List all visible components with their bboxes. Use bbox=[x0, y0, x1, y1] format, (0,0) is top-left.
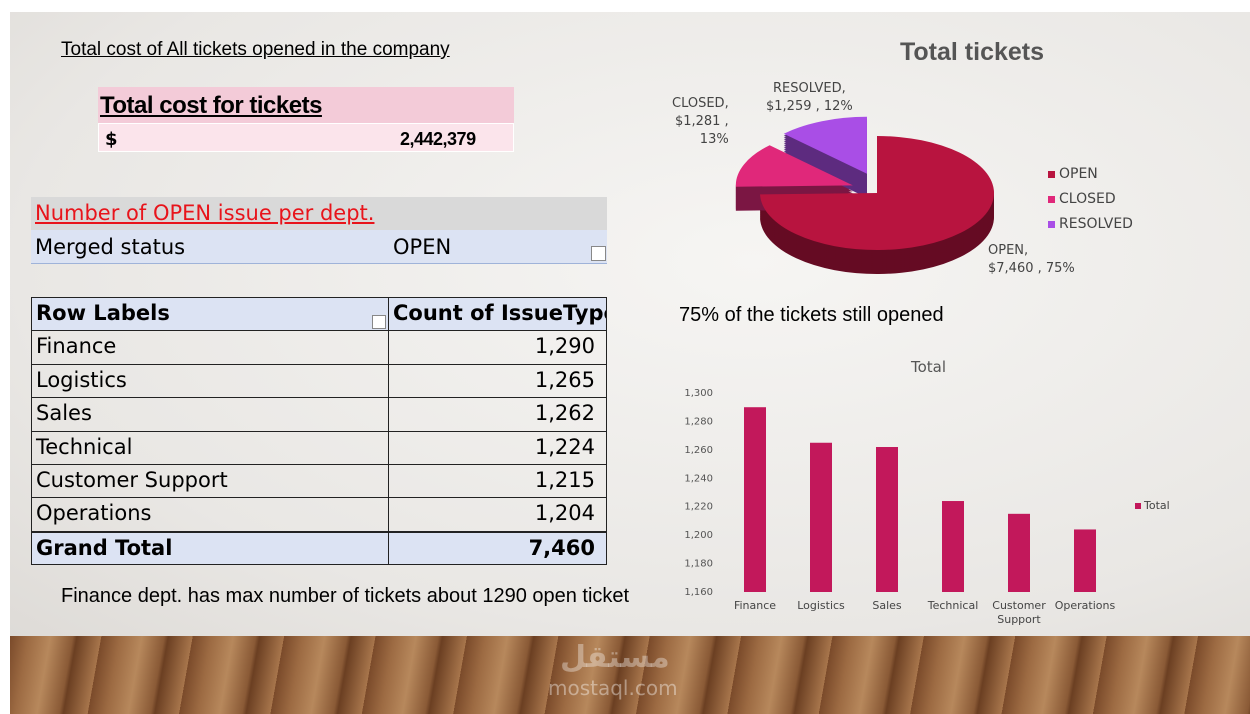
legend-swatch bbox=[1135, 503, 1141, 509]
filter-title-bg bbox=[31, 197, 607, 230]
x-tick-label: Sales bbox=[872, 599, 902, 612]
filter-title: Number of OPEN issue per dept. bbox=[35, 201, 375, 225]
table-cell: Grand Total bbox=[31, 530, 389, 566]
y-tick-label: 1,280 bbox=[684, 416, 713, 427]
filter-button[interactable] bbox=[591, 246, 606, 261]
filter-row-bg bbox=[31, 230, 607, 264]
data-label: CLOSED, $1,281 , 13% bbox=[672, 96, 729, 147]
y-tick-label: 1,180 bbox=[684, 559, 713, 570]
bar bbox=[1074, 529, 1096, 592]
table-cell: Finance bbox=[31, 330, 389, 365]
filter-value: OPEN bbox=[393, 235, 452, 259]
table-cell: Count of IssueType bbox=[388, 297, 607, 332]
y-tick-label: 1,260 bbox=[684, 445, 713, 456]
table-cell: 1,204 bbox=[388, 497, 607, 532]
bar bbox=[1008, 513, 1030, 592]
chart-title: Total bbox=[911, 358, 947, 376]
cost-row-bg bbox=[98, 123, 514, 152]
cost-header-bg bbox=[98, 87, 514, 123]
legend-label: OPEN bbox=[1059, 166, 1098, 182]
data-label: RESOLVED, $1,259 , 12% bbox=[766, 81, 853, 114]
legend-label: Total bbox=[1144, 499, 1170, 512]
watermark: mostaql.com bbox=[548, 676, 678, 700]
legend-swatch bbox=[1048, 221, 1055, 228]
bar bbox=[942, 501, 964, 592]
y-tick-label: 1,200 bbox=[684, 530, 713, 541]
table-cell: 1,262 bbox=[388, 397, 607, 432]
x-tick-label: Finance bbox=[733, 599, 777, 612]
chart-title: Total tickets bbox=[900, 38, 1045, 66]
pie-slice bbox=[735, 145, 853, 187]
table-cell: Operations bbox=[31, 497, 389, 532]
note: 75% of the tickets still opened bbox=[679, 304, 944, 326]
cost-amount: 2,442,379 bbox=[400, 129, 476, 149]
table-cell: 1,290 bbox=[388, 330, 607, 365]
table-cell: Customer Support bbox=[31, 464, 389, 499]
pie-slice bbox=[783, 116, 867, 174]
table-cell: 1,215 bbox=[388, 464, 607, 499]
table-cell: Row Labels bbox=[31, 297, 389, 332]
wood-floor bbox=[10, 636, 1250, 714]
pie-slice bbox=[760, 136, 995, 251]
legend-label: CLOSED bbox=[1059, 191, 1116, 207]
cost-label: Total cost for tickets bbox=[100, 92, 322, 119]
table-cell: 1,224 bbox=[388, 430, 607, 465]
y-tick-label: 1,220 bbox=[684, 502, 713, 513]
legend-swatch bbox=[1048, 196, 1055, 203]
x-tick-label: Customer Support bbox=[992, 599, 1046, 626]
legend-label: RESOLVED bbox=[1059, 216, 1133, 232]
y-tick-label: 1,160 bbox=[684, 587, 713, 598]
watermark: مستقل bbox=[560, 640, 670, 675]
table-cell: Logistics bbox=[31, 363, 389, 399]
filter-field: Merged status bbox=[35, 235, 186, 259]
legend-swatch bbox=[1048, 171, 1055, 178]
table-cell: 7,460 bbox=[388, 530, 607, 566]
x-tick-label: Operations bbox=[1054, 599, 1116, 612]
x-tick-label: Technical bbox=[927, 599, 979, 612]
bar bbox=[744, 407, 766, 592]
bar bbox=[876, 447, 898, 592]
cost-currency: $ bbox=[105, 129, 118, 150]
filter-button[interactable] bbox=[372, 315, 386, 329]
table-cell: 1,265 bbox=[388, 363, 607, 399]
table-cell: Sales bbox=[31, 397, 389, 432]
data-label: OPEN, $7,460 , 75% bbox=[988, 243, 1075, 276]
heading: Total cost of All tickets opened in the … bbox=[61, 39, 450, 60]
table-cell: Technical bbox=[31, 430, 389, 465]
note: Finance dept. has max number of tickets … bbox=[61, 585, 630, 607]
y-tick-label: 1,300 bbox=[684, 388, 713, 399]
x-tick-label: Logistics bbox=[797, 599, 845, 612]
y-tick-label: 1,240 bbox=[684, 473, 713, 484]
bar bbox=[810, 442, 832, 592]
